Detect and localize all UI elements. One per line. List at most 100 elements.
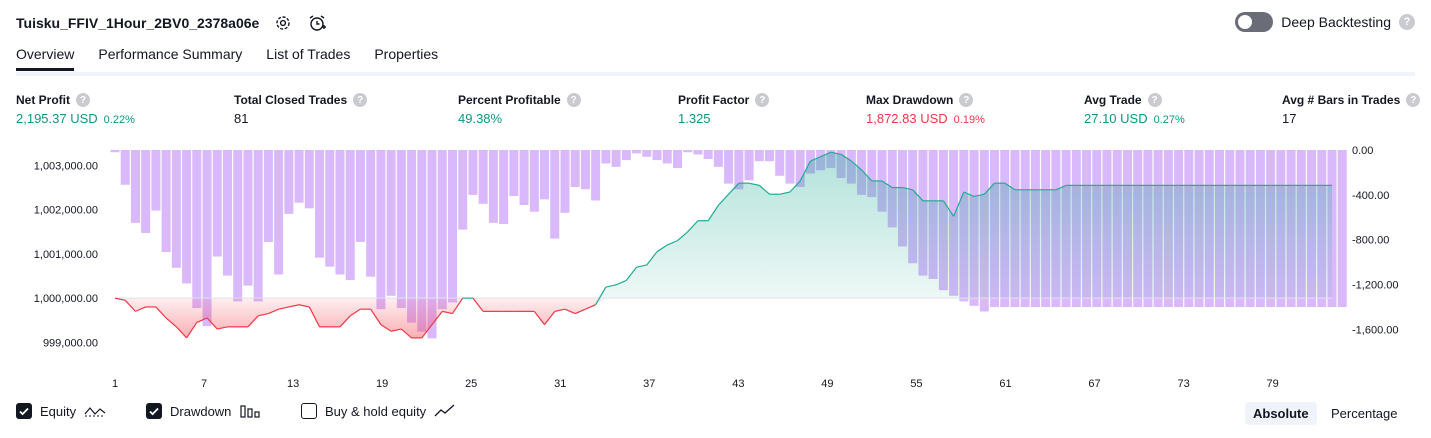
metric-label: Total Closed Trades <box>234 93 348 107</box>
drawdown-bar <box>529 150 539 212</box>
x-axis-tick-label: 79 <box>1267 378 1279 390</box>
legend-label: Drawdown <box>170 403 232 419</box>
equity-line-segment <box>820 151 832 158</box>
help-icon[interactable]: ? <box>959 93 974 107</box>
metric-label: Avg Trade <box>1084 93 1142 107</box>
legend-drawdown[interactable]: Drawdown <box>146 403 261 419</box>
equity-line-segment <box>667 240 678 246</box>
drawdown-bar <box>632 150 642 154</box>
equity-line-segment <box>973 193 985 198</box>
drawdown-bar <box>202 150 212 327</box>
equity-line-segment <box>585 304 596 310</box>
buy-hold-checkbox[interactable] <box>301 403 317 419</box>
mode-percentage-button[interactable]: Percentage <box>1331 406 1398 421</box>
legend-label: Equity <box>40 403 77 419</box>
gear-icon[interactable] <box>274 14 292 32</box>
equity-line-segment <box>554 308 566 312</box>
legend-equity[interactable]: Equity <box>16 403 106 419</box>
drawdown-bar <box>580 150 590 190</box>
equity-line-segment <box>748 182 760 186</box>
drawdown-bar <box>601 150 611 164</box>
metric-percent: 0.22% <box>103 114 135 126</box>
help-icon[interactable]: ? <box>1147 93 1162 107</box>
drawdown-bar <box>540 150 550 200</box>
equity-line-segment <box>656 244 668 253</box>
equity-line-icon <box>84 407 106 417</box>
equity-line-segment <box>308 306 321 328</box>
deep-backtesting-control: Deep Backtesting ? <box>1235 12 1415 32</box>
drawdown-bar <box>468 150 478 195</box>
drawdown-bar <box>867 150 877 198</box>
legend-buy-hold[interactable]: Buy & hold equity <box>301 403 456 419</box>
drawdown-bar <box>253 150 263 302</box>
equity-line-segment <box>400 328 412 339</box>
equity-line-segment <box>247 315 259 328</box>
equity-line-segment <box>564 308 576 315</box>
equity-line-segment <box>533 311 546 325</box>
drawdown-bar <box>120 150 130 185</box>
drawdown-bar <box>754 150 764 162</box>
equity-line-segment <box>135 306 146 312</box>
help-icon[interactable]: ? <box>566 93 581 107</box>
deep-backtesting-toggle[interactable] <box>1235 12 1274 32</box>
equity-line-segment <box>1004 182 1016 191</box>
equity-line-segment <box>636 264 647 268</box>
metric-value: 27.10 USD <box>1084 111 1148 126</box>
metric-percent-profitable: Percent Profitable? 49.38% <box>458 93 581 126</box>
tab-properties[interactable]: Properties <box>374 46 439 62</box>
x-axis: 1 7 13 19 25 31 37 43 49 55 61 67 73 79 <box>112 378 1279 390</box>
help-icon[interactable]: ? <box>755 93 770 107</box>
help-icon[interactable]: ? <box>76 93 90 107</box>
drawdown-bar <box>560 150 570 213</box>
metric-value: 2,195.37 USD <box>16 111 98 126</box>
tab-list-of-trades[interactable]: List of Trades <box>266 46 351 62</box>
equity-line-segment <box>758 184 770 195</box>
equity-line-segment <box>268 308 279 315</box>
x-axis-tick-label: 13 <box>287 378 299 390</box>
help-icon[interactable]: ? <box>1406 93 1421 107</box>
buy-hold-line-icon <box>434 404 455 417</box>
drawdown-bar <box>263 150 273 242</box>
help-icon[interactable]: ? <box>1399 14 1415 30</box>
right-axis-tick-label: -1,600.00 <box>1352 324 1398 336</box>
drawdown-bar <box>407 150 417 323</box>
drawdown-bar <box>141 150 151 233</box>
equity-line-segment <box>206 317 218 330</box>
drawdown-bar <box>243 150 253 286</box>
drawdown-bar <box>161 150 171 253</box>
equity-line-segment <box>298 304 310 308</box>
equity-line-segment <box>155 306 167 319</box>
equity-area-negative <box>115 298 1332 338</box>
drawdown-bar <box>171 150 181 268</box>
x-axis-tick-label: 19 <box>376 378 388 390</box>
equity-line-segment <box>124 299 136 312</box>
equity-line-segment <box>258 312 269 317</box>
metric-total-closed-trades: Total Closed Trades? 81 <box>234 93 368 126</box>
mode-absolute-button[interactable]: Absolute <box>1245 402 1317 425</box>
drawdown-bar <box>744 150 754 181</box>
drawdown-bar <box>591 150 601 201</box>
left-axis-tick-label: 999,000.00 <box>43 337 98 349</box>
drawdown-bar <box>713 150 723 167</box>
right-axis-tick-label: -800.00 <box>1352 235 1389 247</box>
equity-line-segment <box>779 191 791 195</box>
x-axis-tick-label: 25 <box>465 378 477 390</box>
metric-avg-bars-in-trades: Avg # Bars in Trades? 17 <box>1282 93 1421 126</box>
equity-checkbox[interactable] <box>16 403 32 419</box>
alarm-add-icon[interactable] <box>308 14 326 32</box>
equity-drawdown-chart[interactable]: 1,003,000.00 1,002,000.00 1,001,000.00 1,00… <box>0 140 1431 398</box>
drawdown-bar <box>110 150 120 153</box>
drawdown-bar <box>366 150 376 277</box>
tab-performance-summary[interactable]: Performance Summary <box>98 46 243 62</box>
drawdown-checkbox[interactable] <box>146 403 162 419</box>
tab-overview[interactable]: Overview <box>16 46 75 71</box>
drawdown-bar <box>642 150 652 157</box>
drawdown-bar <box>233 150 243 302</box>
help-icon[interactable]: ? <box>353 93 368 107</box>
metric-value: 1.325 <box>678 111 711 126</box>
equity-line-segment <box>902 186 913 191</box>
equity-line-segment <box>615 279 627 286</box>
drawdown-bar <box>458 150 468 230</box>
drawdown-bar <box>1337 150 1347 307</box>
left-axis: 1,003,000.00 1,002,000.00 1,001,000.00 1,00… <box>34 160 98 349</box>
